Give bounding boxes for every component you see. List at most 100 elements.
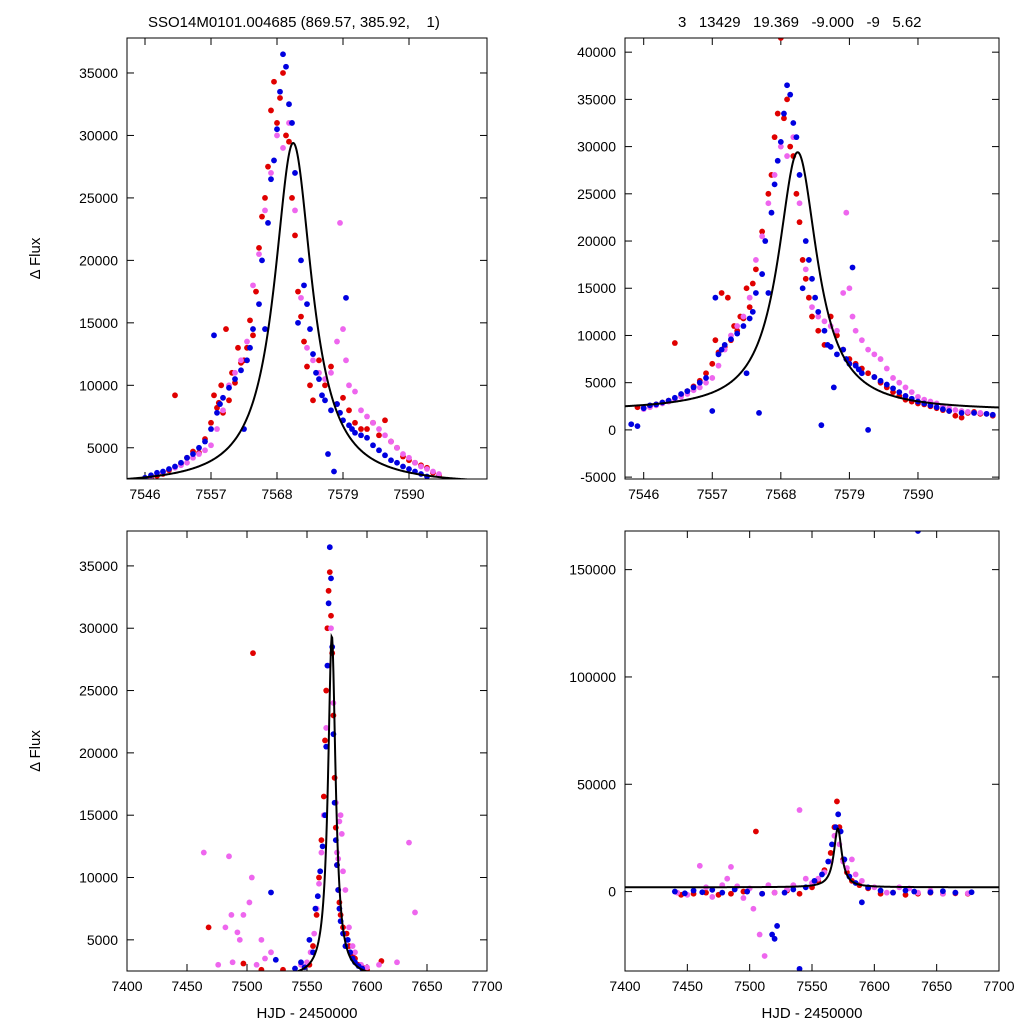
data-point-blue <box>696 379 703 386</box>
data-point-blue <box>268 176 274 183</box>
data-point-blue <box>759 890 766 897</box>
y-tick-label: 30000 <box>79 620 118 636</box>
data-point-red <box>316 874 322 881</box>
data-point-blue <box>289 120 295 126</box>
data-point-magenta <box>777 143 784 150</box>
data-point-blue <box>324 662 331 669</box>
y-tick-label: 5000 <box>585 375 616 391</box>
data-point-magenta <box>715 362 722 369</box>
data-point-magenta <box>802 266 809 273</box>
data-point-blue <box>217 401 223 407</box>
data-point-magenta <box>222 924 229 931</box>
data-point-blue <box>634 423 641 430</box>
data-point-blue <box>834 351 840 358</box>
data-point-blue <box>684 388 691 395</box>
data-point-red <box>827 850 834 856</box>
data-point-magenta <box>311 930 318 937</box>
data-point-blue <box>166 466 172 472</box>
data-point-magenta <box>848 856 855 863</box>
data-point-magenta <box>871 351 878 358</box>
data-point-blue <box>719 889 726 896</box>
data-point-magenta <box>253 961 260 968</box>
data-point-red <box>703 370 709 377</box>
data-point-blue <box>703 375 709 381</box>
data-point-blue <box>774 157 781 164</box>
data-point-blue <box>681 890 688 897</box>
data-point-magenta <box>753 257 759 263</box>
data-point-blue <box>671 394 678 401</box>
data-point-magenta <box>952 407 959 413</box>
data-point-blue <box>184 454 190 461</box>
data-point-blue <box>911 888 918 895</box>
data-point-blue <box>958 409 965 416</box>
data-point-magenta <box>244 338 250 345</box>
data-point-blue <box>728 336 734 343</box>
data-point-blue <box>226 384 232 391</box>
x-tick-label: 7600 <box>351 978 382 994</box>
data-point-blue <box>256 301 262 307</box>
data-point-magenta <box>883 365 890 372</box>
x-tick-label: 7450 <box>171 978 202 994</box>
data-point-blue <box>678 391 684 397</box>
data-point-magenta <box>196 451 202 457</box>
model-curve <box>625 151 999 409</box>
data-point-red <box>258 966 265 971</box>
data-point-magenta <box>802 875 809 882</box>
data-point-blue <box>196 444 202 451</box>
data-point-blue <box>940 406 946 413</box>
data-point-blue <box>946 408 953 414</box>
data-point-red <box>268 107 274 114</box>
x-tick-label: 7550 <box>291 978 322 994</box>
data-point-red <box>834 798 840 805</box>
data-point-red <box>781 115 787 122</box>
data-point-blue <box>749 308 756 315</box>
data-point-red <box>208 419 214 426</box>
y-tick-label: 0 <box>608 884 616 900</box>
data-point-blue <box>799 285 806 292</box>
data-point-magenta <box>734 323 741 329</box>
data-point-red <box>304 363 310 370</box>
data-point-blue <box>768 209 775 216</box>
data-point-magenta <box>200 849 207 856</box>
data-point-blue <box>818 422 825 429</box>
data-point-blue <box>211 332 217 339</box>
data-point-blue <box>277 88 283 95</box>
x-tick-label: 7700 <box>983 978 1014 994</box>
x-tick-label: 7500 <box>734 978 765 994</box>
x-axis-label: HJD - 2450000 <box>257 1005 358 1022</box>
data-point-magenta <box>771 172 778 178</box>
data-point-blue <box>762 238 769 244</box>
data-point-blue <box>753 290 759 296</box>
data-point-blue <box>734 330 741 337</box>
data-point-blue <box>830 384 837 391</box>
data-point-blue <box>896 389 903 396</box>
data-point-magenta <box>418 463 424 470</box>
data-point-blue <box>902 887 909 894</box>
data-point-red <box>902 891 909 898</box>
data-point-red <box>298 313 304 320</box>
data-point-blue <box>819 871 825 878</box>
series-blue <box>671 531 975 971</box>
data-point-red <box>793 190 800 197</box>
data-point-red <box>271 78 277 85</box>
y-tick-label: 10000 <box>79 870 118 886</box>
data-point-magenta <box>908 389 915 396</box>
data-point-red <box>799 257 806 263</box>
data-point-blue <box>220 394 226 401</box>
series-magenta <box>148 120 442 479</box>
data-point-blue <box>310 351 316 357</box>
y-tick-label: 20000 <box>79 252 118 268</box>
data-point-red <box>802 275 809 282</box>
data-point-blue <box>352 429 358 436</box>
data-point-blue <box>208 426 214 432</box>
data-point-magenta <box>388 438 394 445</box>
data-point-magenta <box>865 346 871 353</box>
data-point-blue <box>740 323 747 329</box>
data-point-blue <box>784 82 790 89</box>
y-tick-label: 5000 <box>87 440 118 456</box>
data-point-magenta <box>346 924 352 931</box>
data-point-blue <box>202 438 208 445</box>
data-point-blue <box>927 889 934 896</box>
data-point-blue <box>952 889 959 896</box>
chart-title-left: SSO14M0101.004685 (869.57, 385.92, 1) <box>148 14 440 31</box>
